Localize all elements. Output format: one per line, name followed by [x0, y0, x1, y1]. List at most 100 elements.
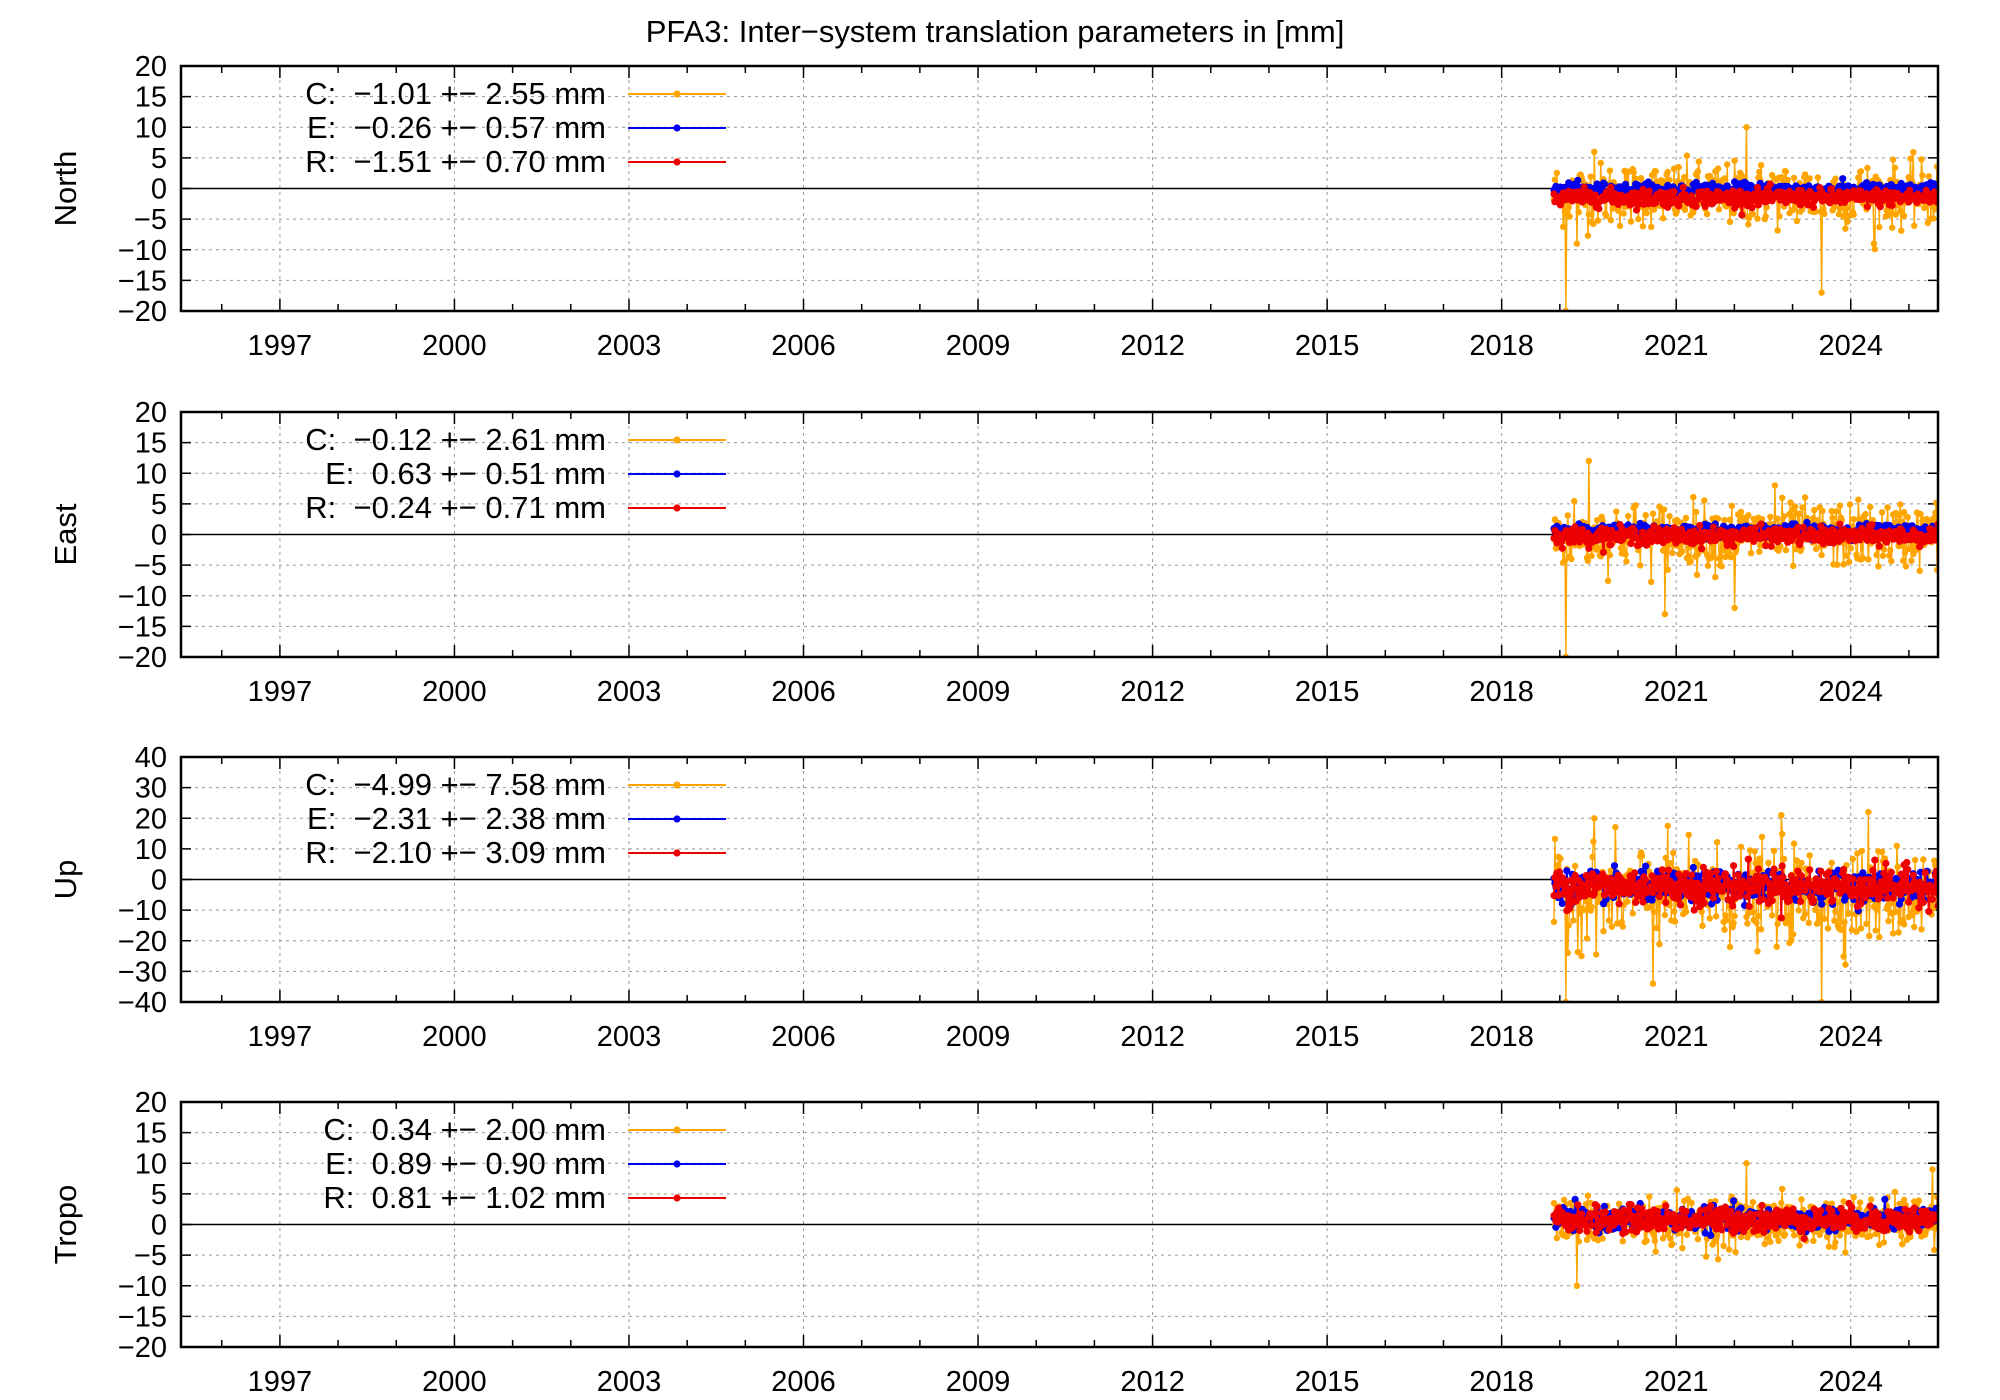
data-point-R: [1897, 870, 1905, 878]
data-point-C: [1790, 840, 1798, 847]
data-point-R: [1836, 520, 1844, 528]
data-point-C: [1567, 1200, 1574, 1207]
x-tick-label: 2012: [1120, 1366, 1185, 1398]
data-point-C: [1624, 898, 1631, 905]
x-tick-label: 2021: [1644, 676, 1709, 708]
data-point-R: [1679, 183, 1687, 192]
data-point-C: [1670, 908, 1678, 915]
data-point-C: [1749, 909, 1757, 916]
data-point-C: [1608, 923, 1616, 930]
data-point-C: [1553, 169, 1561, 177]
data-point-C: [1747, 550, 1755, 557]
data-series-group: [1550, 808, 1938, 1002]
data-point-C: [1899, 1241, 1906, 1248]
data-point-C: [1713, 1232, 1721, 1239]
data-point-R: [1662, 899, 1670, 907]
data-point-E: [1558, 899, 1566, 908]
data-point-C: [1761, 1240, 1769, 1248]
data-point-C: [1688, 1199, 1695, 1207]
data-point-R: [1829, 896, 1837, 904]
data-point-R: [1932, 867, 1938, 875]
data-point-R: [1833, 529, 1841, 537]
data-point-C: [1671, 918, 1679, 925]
data-point-R: [1691, 538, 1699, 546]
x-tick-label: 1997: [248, 330, 313, 362]
x-tick-label: 2003: [597, 330, 662, 362]
data-point-C: [1591, 148, 1598, 155]
data-point-C: [1737, 843, 1745, 851]
x-tick-label: 2021: [1644, 1021, 1709, 1053]
data-point-C: [1593, 517, 1601, 524]
data-point-C: [1891, 1188, 1899, 1196]
data-point-R: [1687, 871, 1696, 879]
data-point-C: [1726, 218, 1734, 225]
data-point-C: [1857, 925, 1865, 932]
y-axis-label: North: [48, 151, 83, 227]
data-point-C: [1573, 1282, 1581, 1290]
data-point-C: [1721, 926, 1728, 933]
data-point-C: [1782, 920, 1790, 927]
data-point-C: [1886, 552, 1893, 559]
data-point-R: [1768, 897, 1776, 905]
data-point-C: [1653, 924, 1660, 932]
data-point-C: [1713, 839, 1721, 846]
data-point-C: [1754, 215, 1761, 222]
data-point-C: [1775, 1237, 1782, 1245]
data-point-R: [1919, 898, 1927, 907]
x-tick-label: 1997: [248, 1366, 313, 1398]
data-point-C: [1589, 853, 1596, 861]
data-point-C: [1893, 842, 1901, 850]
x-tick-label: 2018: [1469, 676, 1534, 708]
data-point-C: [1778, 812, 1785, 819]
data-point-R: [1643, 541, 1651, 549]
data-point-R: [1876, 203, 1884, 211]
data-point-C: [1625, 512, 1632, 520]
data-point-R: [1646, 528, 1654, 536]
data-point-C: [1656, 941, 1663, 948]
data-point-C: [1870, 240, 1878, 247]
data-point-C: [1875, 563, 1882, 570]
data-point-E: [1600, 180, 1608, 188]
data-point-R: [1639, 898, 1647, 906]
data-point-C: [1732, 1248, 1739, 1256]
data-point-C: [1722, 912, 1729, 919]
data-point-C: [1790, 206, 1797, 213]
data-point-C: [1587, 173, 1594, 180]
y-tick-label: 5: [151, 1179, 167, 1211]
data-point-E: [1839, 175, 1847, 183]
x-tick-label: 2009: [946, 1366, 1011, 1398]
data-point-C: [1850, 211, 1857, 218]
data-point-C: [1873, 551, 1880, 559]
legend-label-R: R: −2.10 +− 3.09 mm: [305, 835, 606, 870]
data-point-C: [1564, 512, 1572, 519]
y-tick-label: −5: [134, 204, 167, 236]
data-point-R: [1737, 888, 1745, 896]
data-point-C: [1603, 212, 1610, 219]
data-point-R: [1642, 876, 1650, 884]
data-point-C: [1791, 503, 1799, 510]
data-point-C: [1632, 502, 1639, 509]
data-point-C: [1859, 555, 1867, 562]
data-point-C: [1743, 124, 1750, 131]
data-point-E: [1574, 176, 1582, 184]
data-point-C: [1694, 168, 1702, 175]
data-point-C: [1619, 923, 1627, 930]
data-point-C: [1840, 1198, 1847, 1205]
data-point-C: [1762, 213, 1769, 220]
data-point-C: [1843, 552, 1850, 559]
data-point-C: [1857, 168, 1865, 175]
data-point-R: [1559, 189, 1567, 197]
data-point-C: [1929, 1166, 1936, 1173]
data-point-C: [1754, 948, 1761, 955]
data-point-R: [1700, 899, 1708, 907]
data-point-C: [1673, 1187, 1681, 1194]
y-tick-label: −20: [118, 1332, 167, 1364]
data-point-C: [1900, 509, 1908, 516]
data-point-C: [1849, 855, 1857, 863]
data-point-C: [1564, 949, 1572, 956]
x-tick-label: 2000: [422, 1021, 487, 1053]
data-point-C: [1873, 906, 1880, 913]
data-point-C: [1832, 175, 1839, 182]
data-point-C: [1921, 204, 1928, 212]
data-point-R: [1876, 892, 1884, 901]
